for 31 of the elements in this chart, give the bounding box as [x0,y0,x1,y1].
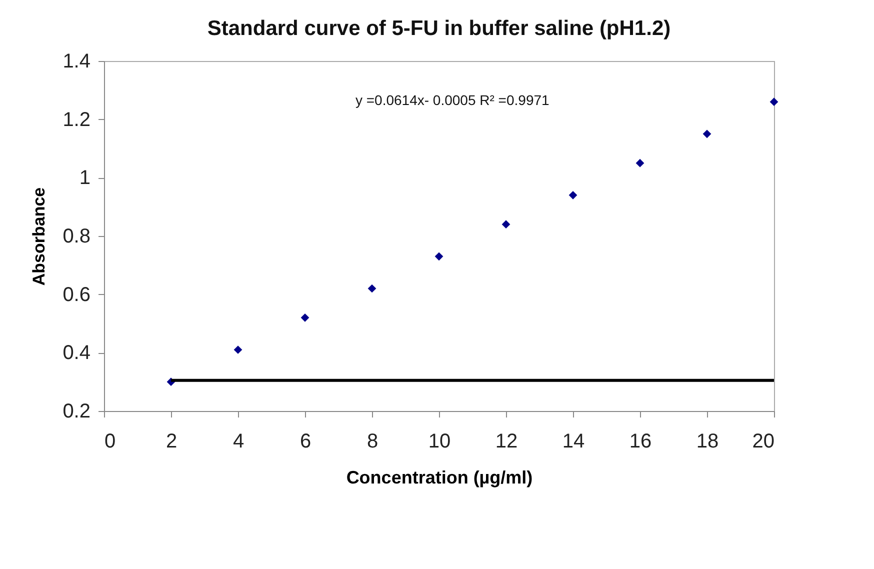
x-tick-label: 14 [562,430,585,452]
x-tick-label: 16 [629,430,652,452]
x-tick-label: 20 [752,430,774,452]
x-tick-label: 4 [232,430,244,452]
y-tick-label: 0.2 [62,400,90,422]
x-tick-label: 10 [428,430,451,452]
point [770,98,778,106]
y-tick-label: 1 [79,167,90,190]
point [702,130,712,138]
y-tick-label: 1.4 [62,50,90,72]
y-tick-label: 1.2 [62,108,90,131]
point [368,284,376,293]
x-tick-label: 18 [696,430,719,452]
x-tick-label: 6 [300,430,312,452]
annotation: y =0.0614x- 0.0005 R² =0.9971 [355,92,550,108]
point [300,313,310,322]
point [636,158,644,168]
x-tick-label: 12 [495,430,518,452]
point [568,190,578,200]
x-axis-title: Concentration (µg/ml) [346,468,533,488]
y-axis-title: Absorbance [30,187,49,286]
x-tick-label: 0 [104,430,116,452]
y-tick-label: 0.6 [62,284,90,306]
point [234,346,242,354]
y-tick-label: 0.4 [62,342,90,364]
point [434,252,444,261]
x-tick-label: 2 [166,430,178,452]
y-tick-label: 0.8 [62,226,90,248]
chart-title: Standard curve of 5-FU in buffer saline (pH1.2) [207,17,671,40]
point [502,220,510,229]
x-tick-label: 8 [366,430,378,452]
